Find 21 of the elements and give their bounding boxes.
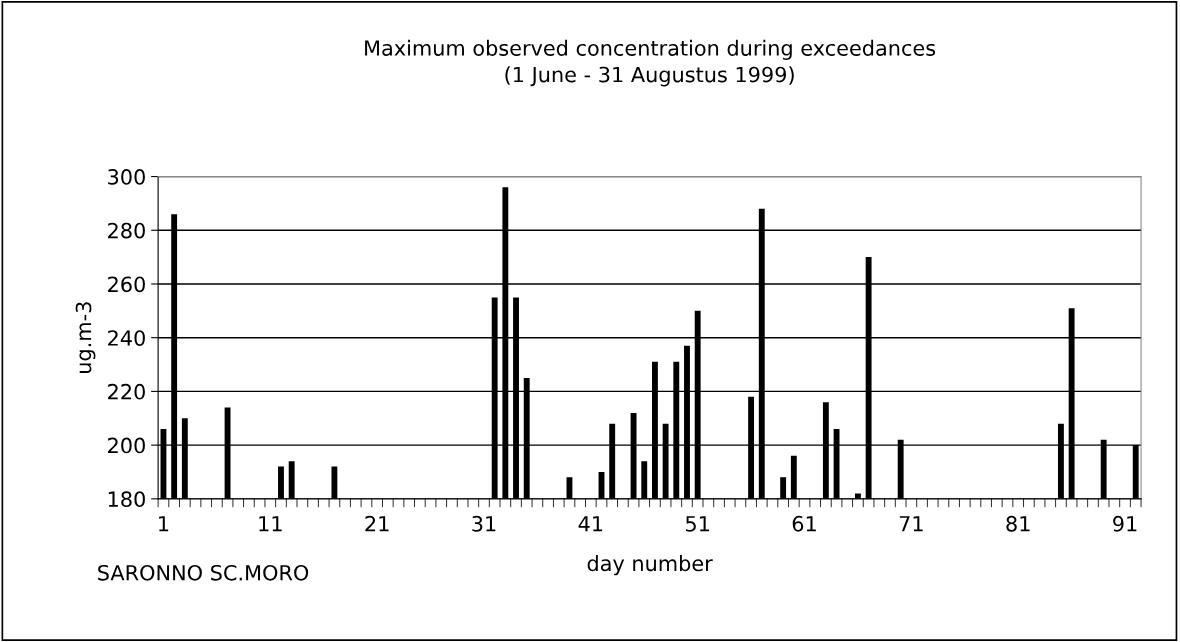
y-tick-label: 260 [108,276,145,293]
x-tick-label: 41 [578,516,603,532]
y-tick-label: 200 [108,437,145,454]
y-tick-label: 300 [108,169,145,185]
y-tick-label: 280 [108,222,145,239]
chart-title: Maximum observed concentration during exceedances (1 June - 31 Augustus 1999) [365,39,936,87]
x-tick-label: 51 [686,516,709,532]
x-tick-label: 31 [472,515,496,532]
x-tick-label: 1 [159,516,169,532]
x-tick-label: 71 [899,516,923,532]
x-tick-label: 21 [365,515,389,532]
y-tick-label: 240 [108,330,145,346]
x-tick-label: 81 [1006,515,1030,532]
x-axis-title: day number [587,555,713,576]
x-tick-label: 91 [1113,515,1137,532]
y-tick-label: 220 [108,383,145,400]
x-tick-label: 11 [259,516,282,532]
x-tick-label: 61 [792,515,816,532]
y-axis-title: ug.m-3 [75,302,96,373]
y-tick-label: 180 [108,491,145,508]
text: SARONNO SC.MORO [98,564,309,581]
